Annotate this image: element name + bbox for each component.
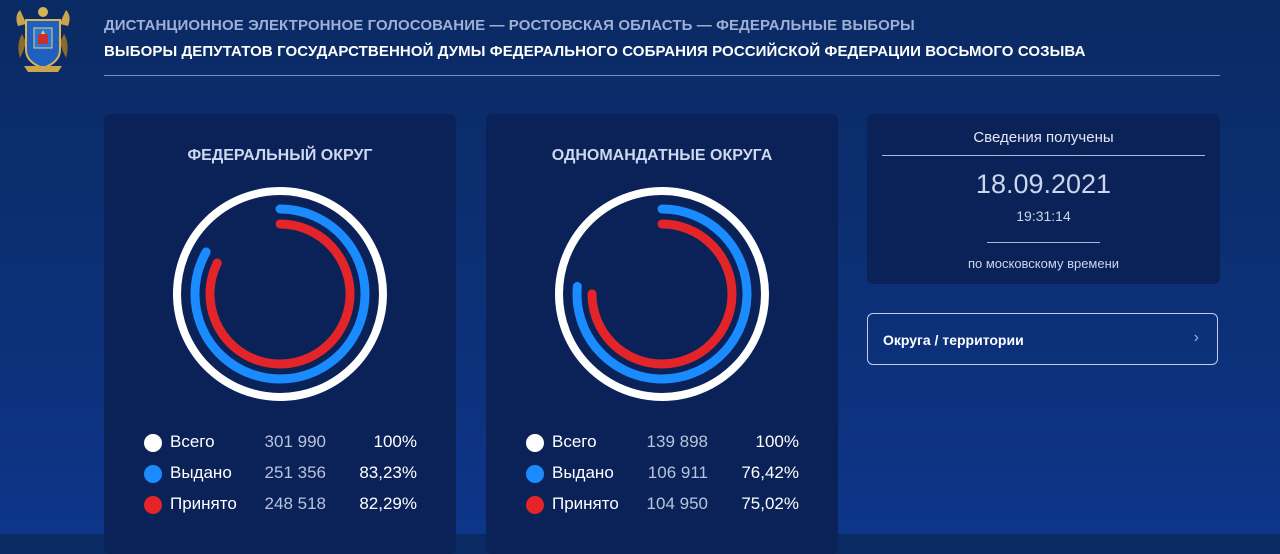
legend-value: 139 898 — [646, 432, 708, 451]
received-date: 18.09.2021 — [975, 169, 1112, 199]
legend-label: Выдано — [552, 463, 614, 482]
donut-arc-total — [173, 187, 387, 401]
federal-district-card: ФЕДЕРАЛЬНЫЙ ОКРУГ Всего 301 990 100% Выд… — [104, 114, 456, 554]
election-subtitle: ДИСТАНЦИОННОЕ ЭЛЕКТРОННОЕ ГОЛОСОВАНИЕ — … — [104, 17, 915, 34]
legend-value: 251 356 — [264, 463, 326, 482]
donut-arc-accepted — [587, 219, 737, 369]
donut-arc-issued — [190, 204, 370, 384]
legend-dot-total — [144, 434, 162, 452]
legend-dot-accepted — [526, 496, 544, 514]
legend-label: Всего — [552, 432, 597, 451]
legend-percent: 82,29% — [359, 494, 417, 513]
election-title: ВЫБОРЫ ДЕПУТАТОВ ГОСУДАРСТВЕННОЙ ДУМЫ ФЕ… — [104, 43, 1086, 60]
federal-district-legend: Всего 301 990 100% Выдано 251 356 83,23%… — [144, 431, 424, 524]
single-mandate-districts-card: ОДНОМАНДАТНЫЕ ОКРУГА Всего 139 898 100% … — [486, 114, 838, 554]
received-time: 19:31:14 — [1016, 208, 1071, 224]
legend-label: Принято — [552, 494, 619, 513]
legend-row-accepted: Принято 104 950 75,02% — [526, 493, 806, 524]
divider — [987, 242, 1100, 243]
donut-arc-issued — [572, 204, 752, 384]
data-received-card: Сведения получены 18.09.2021 19:31:14 по… — [867, 114, 1220, 284]
coat-of-arms-icon — [16, 7, 70, 72]
legend-percent: 100% — [755, 432, 799, 451]
legend-dot-issued — [144, 465, 162, 483]
legend-percent: 76,42% — [741, 463, 799, 482]
legend-dot-issued — [526, 465, 544, 483]
legend-row-issued: Выдано 106 911 76,42% — [526, 462, 806, 493]
legend-label: Всего — [170, 432, 215, 451]
data-received-label: Сведения получены — [973, 129, 1114, 146]
donut-arc-accepted — [205, 219, 355, 369]
timezone-note: по московскому времени — [967, 256, 1120, 271]
legend-row-issued: Выдано 251 356 83,23% — [144, 462, 424, 493]
legend-label: Принято — [170, 494, 237, 513]
legend-dot-total — [526, 434, 544, 452]
legend-value: 248 518 — [264, 494, 326, 513]
legend-row-total: Всего 301 990 100% — [144, 431, 424, 462]
donut-arc-total — [555, 187, 769, 401]
legend-row-total: Всего 139 898 100% — [526, 431, 806, 462]
legend-value: 301 990 — [264, 432, 326, 451]
legend-label: Выдано — [170, 463, 232, 482]
divider — [882, 155, 1205, 156]
federal-district-donut-chart — [173, 187, 387, 401]
chevron-right-icon: › — [1193, 329, 1199, 346]
legend-percent: 83,23% — [359, 463, 417, 482]
legend-value: 104 950 — [646, 494, 708, 513]
header-divider — [104, 75, 1220, 76]
single-mandate-legend: Всего 139 898 100% Выдано 106 911 76,42%… — [526, 431, 806, 524]
legend-percent: 75,02% — [741, 494, 799, 513]
districts-territories-label: Округа / территории — [883, 332, 1024, 348]
single-mandate-donut-chart — [555, 187, 769, 401]
legend-value: 106 911 — [647, 463, 708, 482]
legend-row-accepted: Принято 248 518 82,29% — [144, 493, 424, 524]
districts-territories-button[interactable]: Округа / территории › — [867, 313, 1218, 365]
legend-percent: 100% — [373, 432, 417, 451]
legend-dot-accepted — [144, 496, 162, 514]
card-title: ФЕДЕРАЛЬНЫЙ ОКРУГ — [187, 147, 373, 164]
card-title: ОДНОМАНДАТНЫЕ ОКРУГА — [551, 147, 773, 164]
